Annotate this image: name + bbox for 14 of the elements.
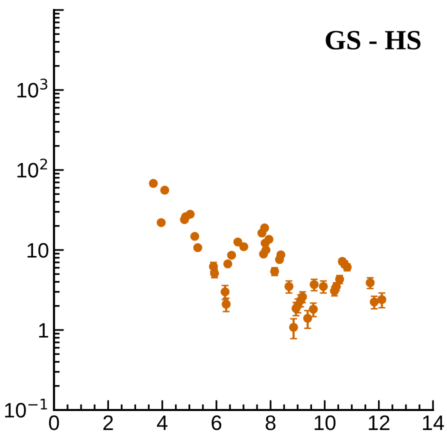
text: GS - HS [326, 30, 420, 50]
y-tick-label: 1 [39, 323, 48, 338]
x-tick-label: 12 [368, 415, 390, 430]
x-tick-label: 6 [212, 415, 222, 430]
x-tick-label: 0 [49, 415, 59, 430]
y-tick-label: 10$^{−1}$ [5, 398, 48, 418]
x-tick-label: 4 [156, 416, 168, 430]
x-tick-label: 8 [266, 415, 276, 430]
y-tick-label: 10 [28, 243, 48, 258]
x-tick-label: 14 [423, 416, 444, 430]
x-tick-label: 2 [103, 415, 113, 430]
y-tick-label: 10$^{2}$ [17, 158, 47, 178]
y-tick-label: 10$^{3}$ [17, 78, 48, 98]
x-tick-label: 10 [314, 415, 336, 430]
